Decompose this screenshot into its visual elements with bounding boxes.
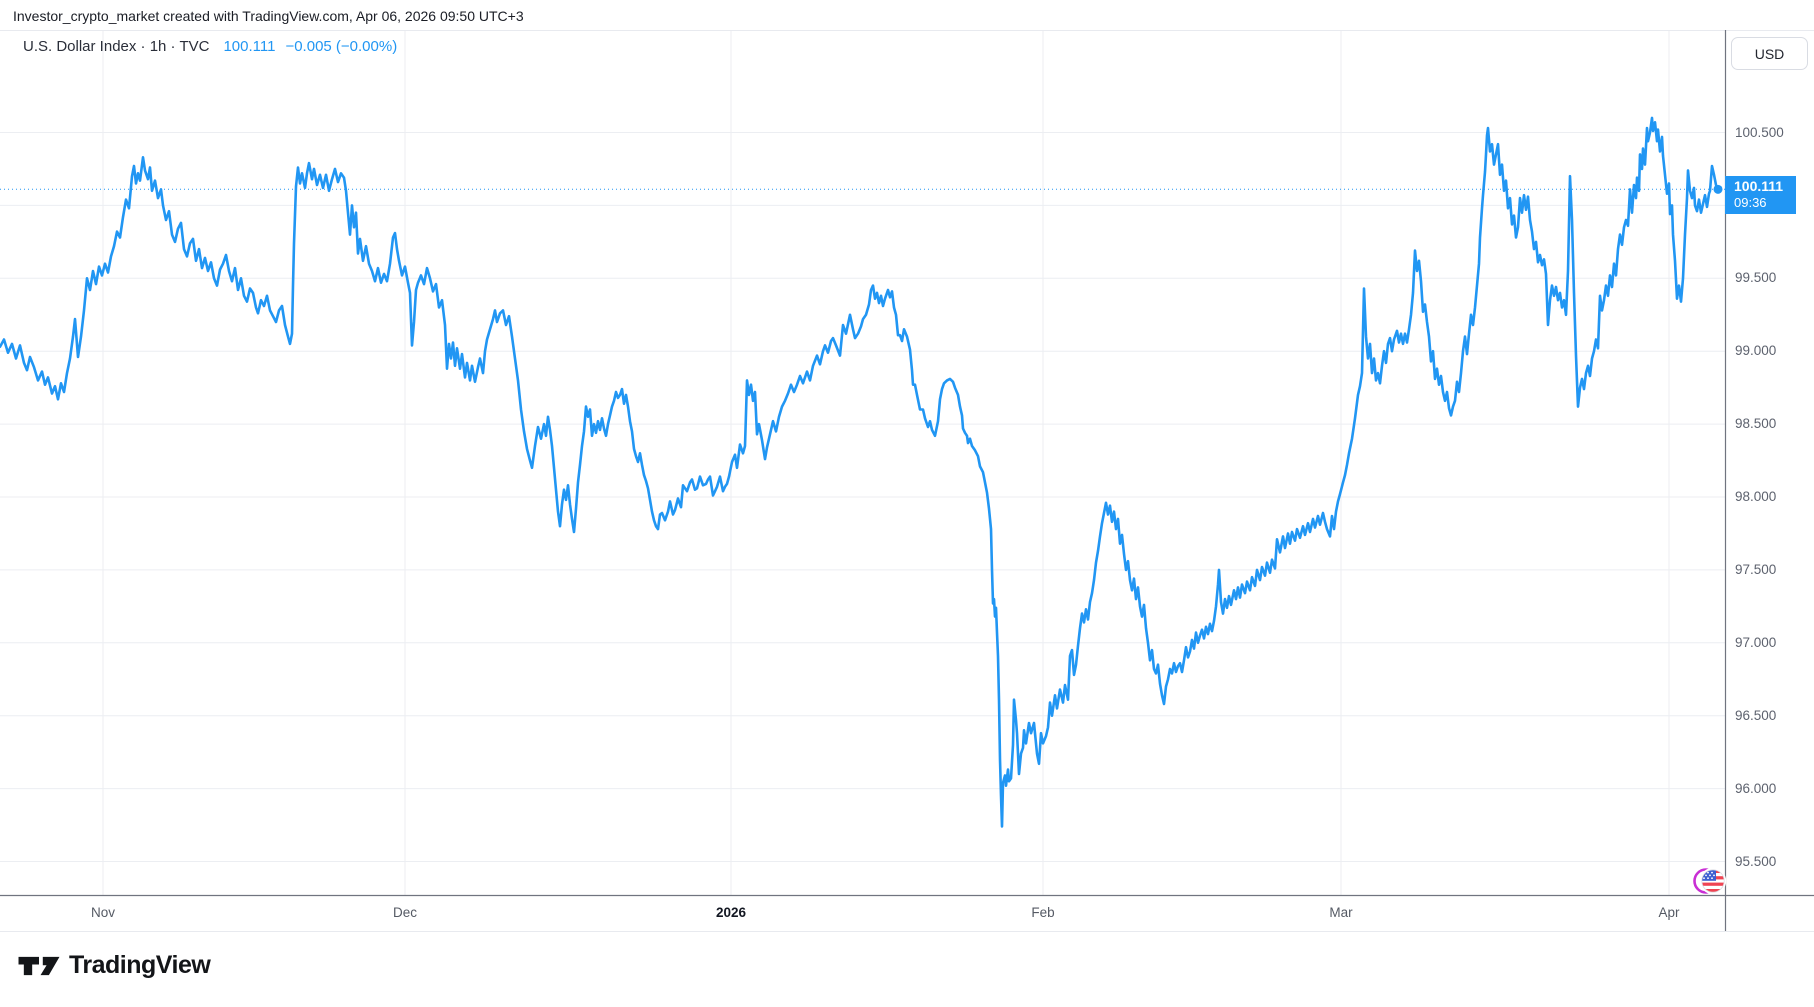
currency-unit-button[interactable]: USD — [1731, 37, 1808, 70]
time-tick-label: Feb — [1031, 905, 1055, 920]
last-price-time: 09:36 — [1734, 195, 1767, 210]
legend-change: −0.005 (−0.00%) — [285, 38, 398, 55]
price-tick-label: 98.500 — [1735, 416, 1777, 432]
tradingview-logo-text: TradingView — [69, 951, 211, 979]
price-tick-label: 95.500 — [1735, 853, 1777, 869]
time-tick-label: Dec — [392, 905, 418, 920]
last-price-value: 100.111 — [1734, 178, 1784, 194]
tradingview-logo-icon — [18, 956, 60, 975]
price-tick-label: 97.000 — [1735, 634, 1777, 650]
time-tick-label: Mar — [1329, 905, 1353, 920]
symbol-legend[interactable]: U.S. Dollar Index · 1h · TVC 100.111 −0.00… — [23, 38, 397, 56]
tradingview-logo[interactable]: TradingView — [17, 951, 211, 980]
price-tick-label: 99.500 — [1735, 270, 1777, 286]
time-tick-label: Nov — [90, 905, 116, 920]
price-tick-label: 99.000 — [1735, 343, 1777, 359]
us-flag-symbol-icon — [1693, 867, 1727, 895]
last-price-badge: 100.111 09:36 — [1725, 176, 1796, 214]
price-tick-label: 96.000 — [1735, 780, 1777, 796]
last-value-dot — [1713, 184, 1723, 194]
legend-last-price: 100.111 — [223, 38, 276, 55]
time-tick-label: 2026 — [715, 905, 747, 920]
price-tick-label: 96.500 — [1735, 707, 1777, 723]
price-tick-label: 100.500 — [1735, 124, 1784, 140]
price-tick-label: 97.500 — [1735, 561, 1777, 577]
symbol-title[interactable]: U.S. Dollar Index · 1h · TVC — [23, 38, 210, 55]
watermark-text: Investor_crypto_market created with Trad… — [13, 8, 524, 24]
price-tick-label: 98.000 — [1735, 489, 1777, 504]
price-line-series — [0, 116, 1720, 828]
time-tick-label: Apr — [1658, 905, 1680, 920]
